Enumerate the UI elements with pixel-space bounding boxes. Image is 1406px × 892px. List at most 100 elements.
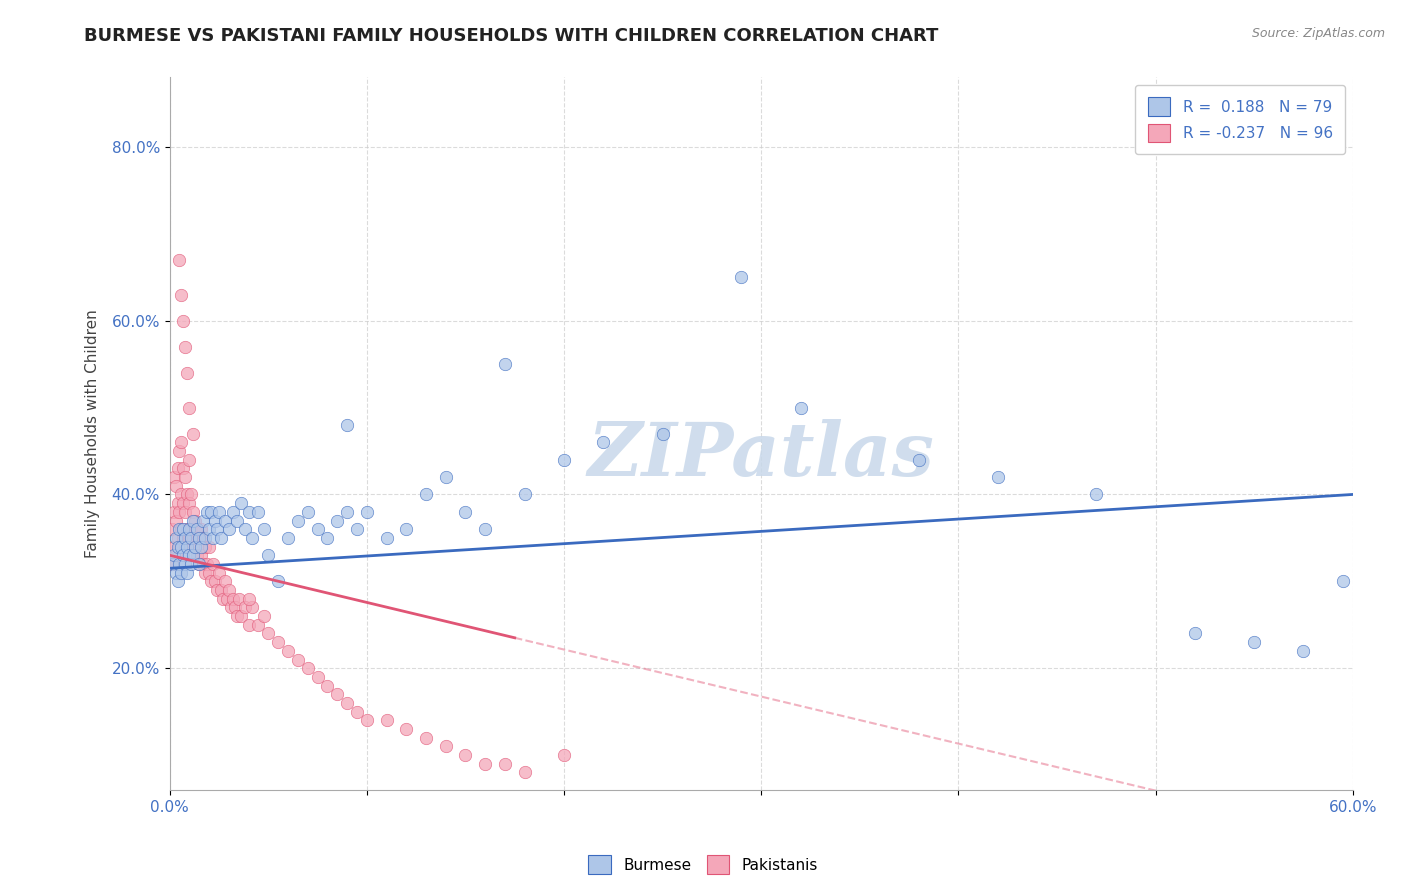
Point — [219, 600, 242, 615]
Point — [181, 426, 204, 441]
Point — [179, 522, 201, 536]
Point — [184, 514, 207, 528]
Point — [194, 566, 217, 580]
Point — [180, 487, 202, 501]
Point — [242, 600, 264, 615]
Point — [257, 626, 280, 640]
Point — [395, 522, 418, 536]
Point — [165, 566, 187, 580]
Point — [191, 531, 214, 545]
Point — [214, 514, 236, 528]
Point — [474, 756, 496, 771]
Point — [229, 609, 252, 624]
Point — [186, 522, 208, 536]
Point — [172, 314, 194, 328]
Text: BURMESE VS PAKISTANI FAMILY HOUSEHOLDS WITH CHILDREN CORRELATION CHART: BURMESE VS PAKISTANI FAMILY HOUSEHOLDS W… — [84, 27, 939, 45]
Point — [181, 548, 204, 562]
Point — [474, 522, 496, 536]
Point — [247, 505, 270, 519]
Point — [179, 401, 201, 415]
Point — [170, 487, 193, 501]
Text: Source: ZipAtlas.com: Source: ZipAtlas.com — [1251, 27, 1385, 40]
Point — [190, 522, 212, 536]
Point — [395, 722, 418, 736]
Point — [208, 505, 231, 519]
Point — [356, 714, 378, 728]
Point — [184, 540, 207, 554]
Point — [165, 531, 187, 545]
Point — [162, 505, 184, 519]
Point — [180, 557, 202, 571]
Point — [204, 574, 226, 589]
Point — [215, 591, 238, 606]
Point — [513, 487, 536, 501]
Point — [1331, 574, 1354, 589]
Point — [356, 505, 378, 519]
Point — [209, 582, 232, 597]
Point — [238, 505, 260, 519]
Point — [165, 479, 187, 493]
Point — [789, 401, 811, 415]
Point — [277, 531, 299, 545]
Point — [267, 574, 290, 589]
Legend: Burmese, Pakistanis: Burmese, Pakistanis — [582, 849, 824, 880]
Point — [224, 600, 246, 615]
Point — [494, 357, 516, 371]
Point — [297, 505, 319, 519]
Point — [218, 582, 240, 597]
Point — [212, 591, 235, 606]
Point — [172, 461, 194, 475]
Point — [238, 617, 260, 632]
Point — [1292, 644, 1315, 658]
Point — [238, 591, 260, 606]
Point — [181, 514, 204, 528]
Point — [233, 600, 256, 615]
Point — [160, 557, 183, 571]
Point — [222, 505, 245, 519]
Point — [346, 522, 368, 536]
Point — [316, 531, 339, 545]
Point — [166, 496, 188, 510]
Point — [375, 714, 398, 728]
Point — [186, 548, 208, 562]
Point — [169, 252, 191, 267]
Point — [336, 417, 359, 432]
Point — [172, 522, 194, 536]
Point — [336, 505, 359, 519]
Point — [336, 696, 359, 710]
Point — [180, 522, 202, 536]
Point — [233, 522, 256, 536]
Point — [170, 435, 193, 450]
Point — [247, 617, 270, 632]
Point — [253, 609, 276, 624]
Point — [179, 452, 201, 467]
Point — [1085, 487, 1108, 501]
Point — [179, 548, 201, 562]
Point — [191, 557, 214, 571]
Point — [730, 270, 752, 285]
Point — [202, 557, 225, 571]
Point — [454, 748, 477, 763]
Point — [176, 487, 198, 501]
Point — [195, 557, 218, 571]
Point — [1184, 626, 1206, 640]
Point — [169, 540, 191, 554]
Point — [253, 522, 276, 536]
Point — [326, 514, 349, 528]
Point — [908, 452, 931, 467]
Point — [165, 548, 187, 562]
Point — [170, 522, 193, 536]
Point — [180, 531, 202, 545]
Point — [225, 514, 247, 528]
Legend: R =  0.188   N = 79, R = -0.237   N = 96: R = 0.188 N = 79, R = -0.237 N = 96 — [1135, 85, 1346, 154]
Point — [553, 748, 575, 763]
Point — [326, 687, 349, 701]
Point — [174, 470, 197, 484]
Point — [181, 505, 204, 519]
Point — [346, 705, 368, 719]
Point — [174, 540, 197, 554]
Point — [415, 731, 437, 745]
Point — [162, 470, 184, 484]
Point — [174, 505, 197, 519]
Point — [179, 496, 201, 510]
